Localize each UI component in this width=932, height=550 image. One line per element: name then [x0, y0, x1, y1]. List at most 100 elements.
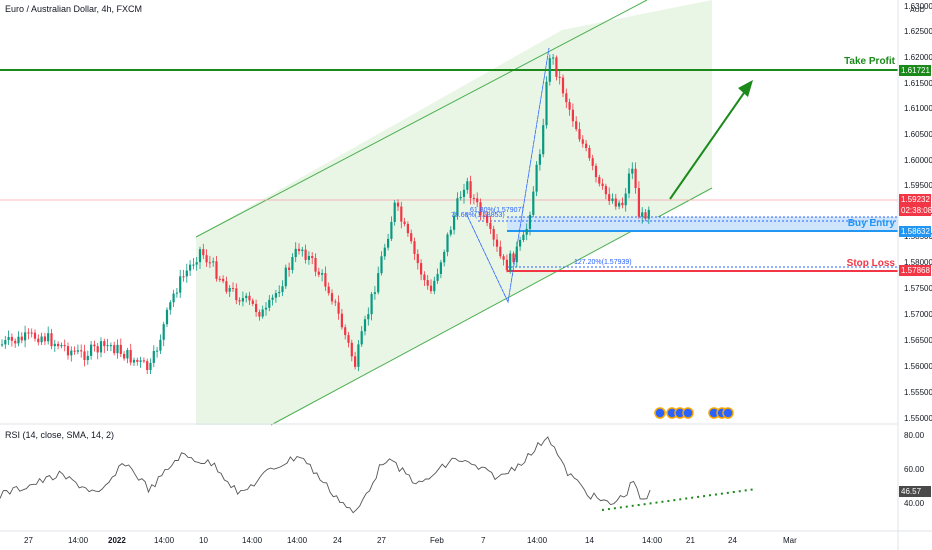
candle-body	[215, 261, 218, 279]
time-tick: 14:00	[68, 536, 89, 545]
candle-body	[304, 249, 307, 260]
candle-body	[416, 253, 419, 264]
price-tick: 1.60500	[904, 130, 932, 139]
candle-body	[410, 233, 413, 242]
stop-loss-label: Stop Loss	[846, 258, 895, 269]
candle-body	[255, 303, 258, 313]
event-icon[interactable]	[722, 407, 734, 419]
candle-body	[119, 344, 122, 354]
last-price-tag: 1.59232	[899, 194, 931, 205]
candle-body	[466, 181, 469, 190]
candle-body	[324, 273, 327, 287]
price-tick: 1.57500	[904, 284, 932, 293]
candle-body	[525, 228, 528, 235]
candle-body	[307, 256, 310, 260]
candle-body	[347, 335, 350, 343]
candle-body	[624, 193, 627, 206]
candle-body	[396, 202, 400, 207]
candle-body	[66, 346, 70, 356]
candle-body	[532, 191, 535, 215]
candle-body	[552, 57, 555, 59]
candle-body	[357, 344, 360, 367]
stop-loss-price-tag: 1.57868	[899, 265, 931, 276]
candle-body	[294, 248, 297, 258]
candle-body	[231, 288, 235, 290]
rsi-tick-60: 60.00	[904, 465, 925, 474]
rsi-title: RSI (14, close, SMA, 14, 2)	[5, 430, 115, 440]
candle-body	[278, 292, 281, 294]
candle-body	[594, 165, 598, 178]
candle-body	[601, 183, 604, 187]
candle-body	[80, 350, 83, 352]
candle-body	[165, 309, 169, 325]
candle-body	[634, 168, 637, 189]
candle-body	[426, 280, 429, 286]
candle-body	[558, 76, 561, 78]
event-icon[interactable]	[654, 407, 666, 419]
candle-body	[192, 264, 195, 266]
price-tick: 1.56500	[904, 336, 932, 345]
candle-body	[268, 299, 271, 308]
candle-body	[60, 345, 63, 347]
candle-body	[33, 332, 37, 339]
currency-badge: AUD	[910, 7, 925, 14]
candle-body	[258, 312, 261, 317]
time-tick: 14:00	[527, 536, 548, 545]
buy-entry-zone	[507, 217, 898, 231]
candle-body	[264, 307, 268, 310]
candle-body	[103, 341, 106, 347]
price-tick: 1.61500	[904, 79, 932, 88]
fib-label-618: 61.80%(1.57907)	[470, 207, 524, 214]
candle-body	[202, 249, 205, 256]
candle-body	[393, 202, 396, 222]
event-icon[interactable]	[682, 407, 694, 419]
candle-body	[30, 332, 33, 334]
candle-body	[486, 215, 489, 223]
candle-body	[109, 345, 112, 347]
candle-body	[611, 198, 614, 202]
projection-arrow	[669, 89, 747, 200]
event-markers[interactable]	[654, 407, 734, 419]
candle-body	[37, 338, 40, 343]
candle-body	[301, 249, 304, 252]
candle-body	[453, 215, 456, 230]
candle-body	[90, 344, 93, 356]
candle-body	[495, 239, 499, 247]
candle-body	[571, 109, 574, 122]
fib-construction-lines	[465, 47, 550, 304]
candle-body	[40, 336, 43, 343]
candle-body	[245, 295, 248, 299]
candle-body	[123, 353, 126, 359]
candle-body	[195, 262, 198, 265]
candle-body	[420, 263, 423, 275]
price-tick: 1.56000	[904, 362, 932, 371]
candle-body	[360, 331, 363, 345]
price-tick: 1.62500	[904, 27, 932, 36]
candle-body	[248, 295, 251, 301]
candle-body	[535, 164, 538, 192]
candle-body	[631, 168, 634, 174]
candle-body	[228, 288, 231, 292]
time-tick: Mar	[783, 536, 797, 545]
time-tick: 21	[686, 536, 695, 545]
candle-body	[14, 340, 17, 344]
price-tick: 1.63000	[904, 2, 932, 11]
candle-body	[387, 238, 390, 248]
candle-body	[57, 343, 60, 347]
candle-body	[578, 129, 581, 140]
fib-label-1272: 127.20%(1.57939)	[574, 259, 632, 266]
candle-body	[179, 276, 182, 293]
candle-body	[132, 359, 136, 363]
candle-body	[47, 333, 50, 342]
candle-body	[222, 278, 225, 282]
candle-body	[136, 359, 139, 362]
rsi-tick-40: 40.00	[904, 499, 925, 508]
candle-body	[317, 271, 320, 275]
candle-body	[456, 198, 459, 216]
rsi-line	[0, 436, 651, 514]
candle-body	[311, 256, 314, 259]
candle-body	[271, 297, 274, 300]
rsi-value-tag: 46.57	[899, 486, 931, 497]
